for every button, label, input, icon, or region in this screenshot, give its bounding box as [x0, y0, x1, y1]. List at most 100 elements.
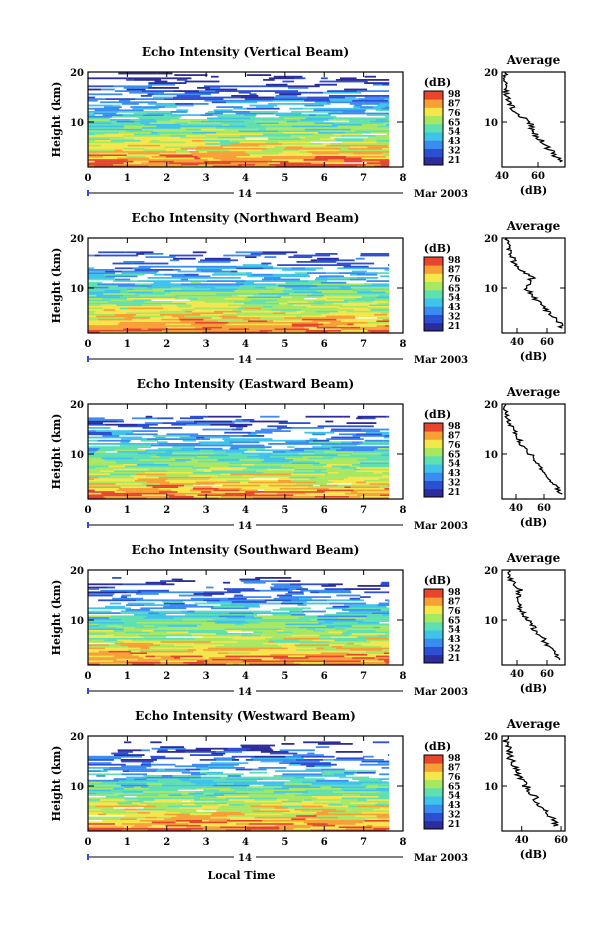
heatmap-cell	[302, 123, 333, 126]
heatmap-cell	[221, 302, 244, 305]
heatmap-cell	[200, 478, 210, 480]
heatmap-cell	[100, 799, 125, 801]
heatmap-cell	[211, 75, 219, 78]
heatmap-cell	[134, 660, 160, 662]
colorbar-tick-label: 54	[448, 294, 461, 304]
heatmap-cell	[352, 288, 386, 290]
heatmap-cell	[144, 253, 164, 255]
heatmap-cell	[336, 757, 365, 760]
heatmap-cell	[267, 162, 275, 164]
heatmap-cell	[100, 144, 128, 147]
heatmap-cell	[342, 792, 365, 795]
heatmap-cell	[259, 589, 293, 592]
heatmap-cell	[311, 293, 332, 295]
heatmap-cell	[192, 452, 215, 455]
heatmap-cell	[186, 302, 222, 305]
heatmap-cell	[96, 792, 114, 795]
heatmap-cell	[257, 323, 267, 326]
heatmap-cell	[115, 823, 122, 825]
heatmap-cell	[208, 819, 227, 822]
heatmap-cell	[100, 589, 138, 592]
heatmap-cell	[374, 165, 390, 168]
heatmap-cell	[207, 159, 221, 161]
heatmap-cell	[139, 655, 146, 658]
heatmap-cell	[301, 309, 334, 311]
heatmap-cell	[172, 452, 184, 455]
heatmap-cell	[351, 270, 367, 273]
heatmap-cell	[199, 151, 208, 153]
heatmap-cell	[353, 154, 383, 156]
heatmap-cell	[198, 297, 225, 300]
heatmap-cell	[200, 120, 216, 123]
heatmap-cell	[276, 823, 294, 825]
heatmap-cell	[127, 159, 165, 161]
heatmap-cell	[282, 601, 307, 603]
heatmap-cell	[293, 254, 331, 257]
heatmap-cell	[125, 481, 147, 484]
heatmap-cell	[245, 280, 279, 282]
heatmap-cell	[291, 313, 322, 316]
heatmap-cell	[377, 663, 390, 666]
heatmap-cell	[367, 653, 390, 656]
heatmap-cell	[123, 162, 133, 164]
heatmap-cell	[88, 326, 117, 329]
heatmap-cell	[88, 439, 98, 442]
heatmap-cell	[279, 827, 294, 830]
heatmap-cell	[346, 313, 374, 316]
heatmap-cell	[88, 329, 117, 332]
heatmap-cell	[352, 604, 378, 606]
heatmap-cell	[368, 307, 377, 310]
date-label: Mar 2003	[414, 355, 468, 366]
heatmap-cell	[234, 289, 263, 292]
heatmap-cell	[266, 128, 291, 131]
heatmap-cell	[136, 818, 164, 820]
heatmap-cell	[375, 655, 390, 658]
heatmap-cell	[112, 824, 122, 827]
heatmap-cell	[165, 155, 198, 158]
heatmap-cell	[352, 813, 379, 816]
heatmap-cell	[126, 310, 134, 313]
heatmap-cell	[261, 634, 291, 637]
heatmap-cell	[313, 109, 339, 112]
heatmap-cell	[320, 786, 332, 788]
colorbar-tick-label: 43	[448, 137, 461, 147]
heatmap-cell	[203, 792, 214, 795]
heatmap-cell	[279, 596, 313, 598]
heatmap-cell	[382, 152, 390, 155]
heatmap-cell	[245, 497, 253, 500]
heatmap-cell	[223, 644, 250, 646]
heatmap	[88, 251, 390, 334]
heatmap-cell	[244, 813, 258, 816]
heatmap-cell	[298, 802, 314, 804]
heatmap-cell	[105, 325, 143, 327]
heatmap-cell	[260, 751, 289, 753]
x-tick-label: 3	[203, 339, 210, 350]
heatmap-cell	[193, 307, 213, 310]
heatmap-cell	[194, 420, 232, 423]
heatmap-cell	[277, 819, 302, 822]
colorbar-swatch	[424, 796, 443, 805]
heatmap-cell	[232, 130, 239, 132]
heatmap-cell	[171, 578, 183, 581]
heatmap-cell	[244, 605, 260, 608]
heatmap-cell	[324, 661, 337, 664]
colorbar-tick-label: 21	[448, 156, 461, 166]
heatmap-cell	[328, 119, 349, 121]
heatmap-cell	[300, 454, 338, 456]
heatmap-cell	[193, 795, 217, 798]
date-label: Mar 2003	[414, 687, 468, 698]
colorbar-swatch	[424, 322, 443, 332]
heatmap-cell	[110, 139, 141, 142]
heatmap-cell	[202, 331, 239, 334]
heatmap-cell	[163, 449, 201, 452]
heatmap-cell	[119, 446, 152, 448]
heatmap-cell	[208, 765, 235, 768]
heatmap-cell	[333, 791, 361, 793]
heatmap-cell	[324, 160, 345, 163]
heatmap-cell	[232, 783, 255, 785]
heatmap-cell	[348, 122, 384, 124]
heatmap-cell	[352, 783, 362, 785]
heatmap-cell	[141, 133, 161, 136]
profile-x-label: (dB)	[520, 682, 547, 695]
heatmap-cell	[366, 797, 390, 800]
